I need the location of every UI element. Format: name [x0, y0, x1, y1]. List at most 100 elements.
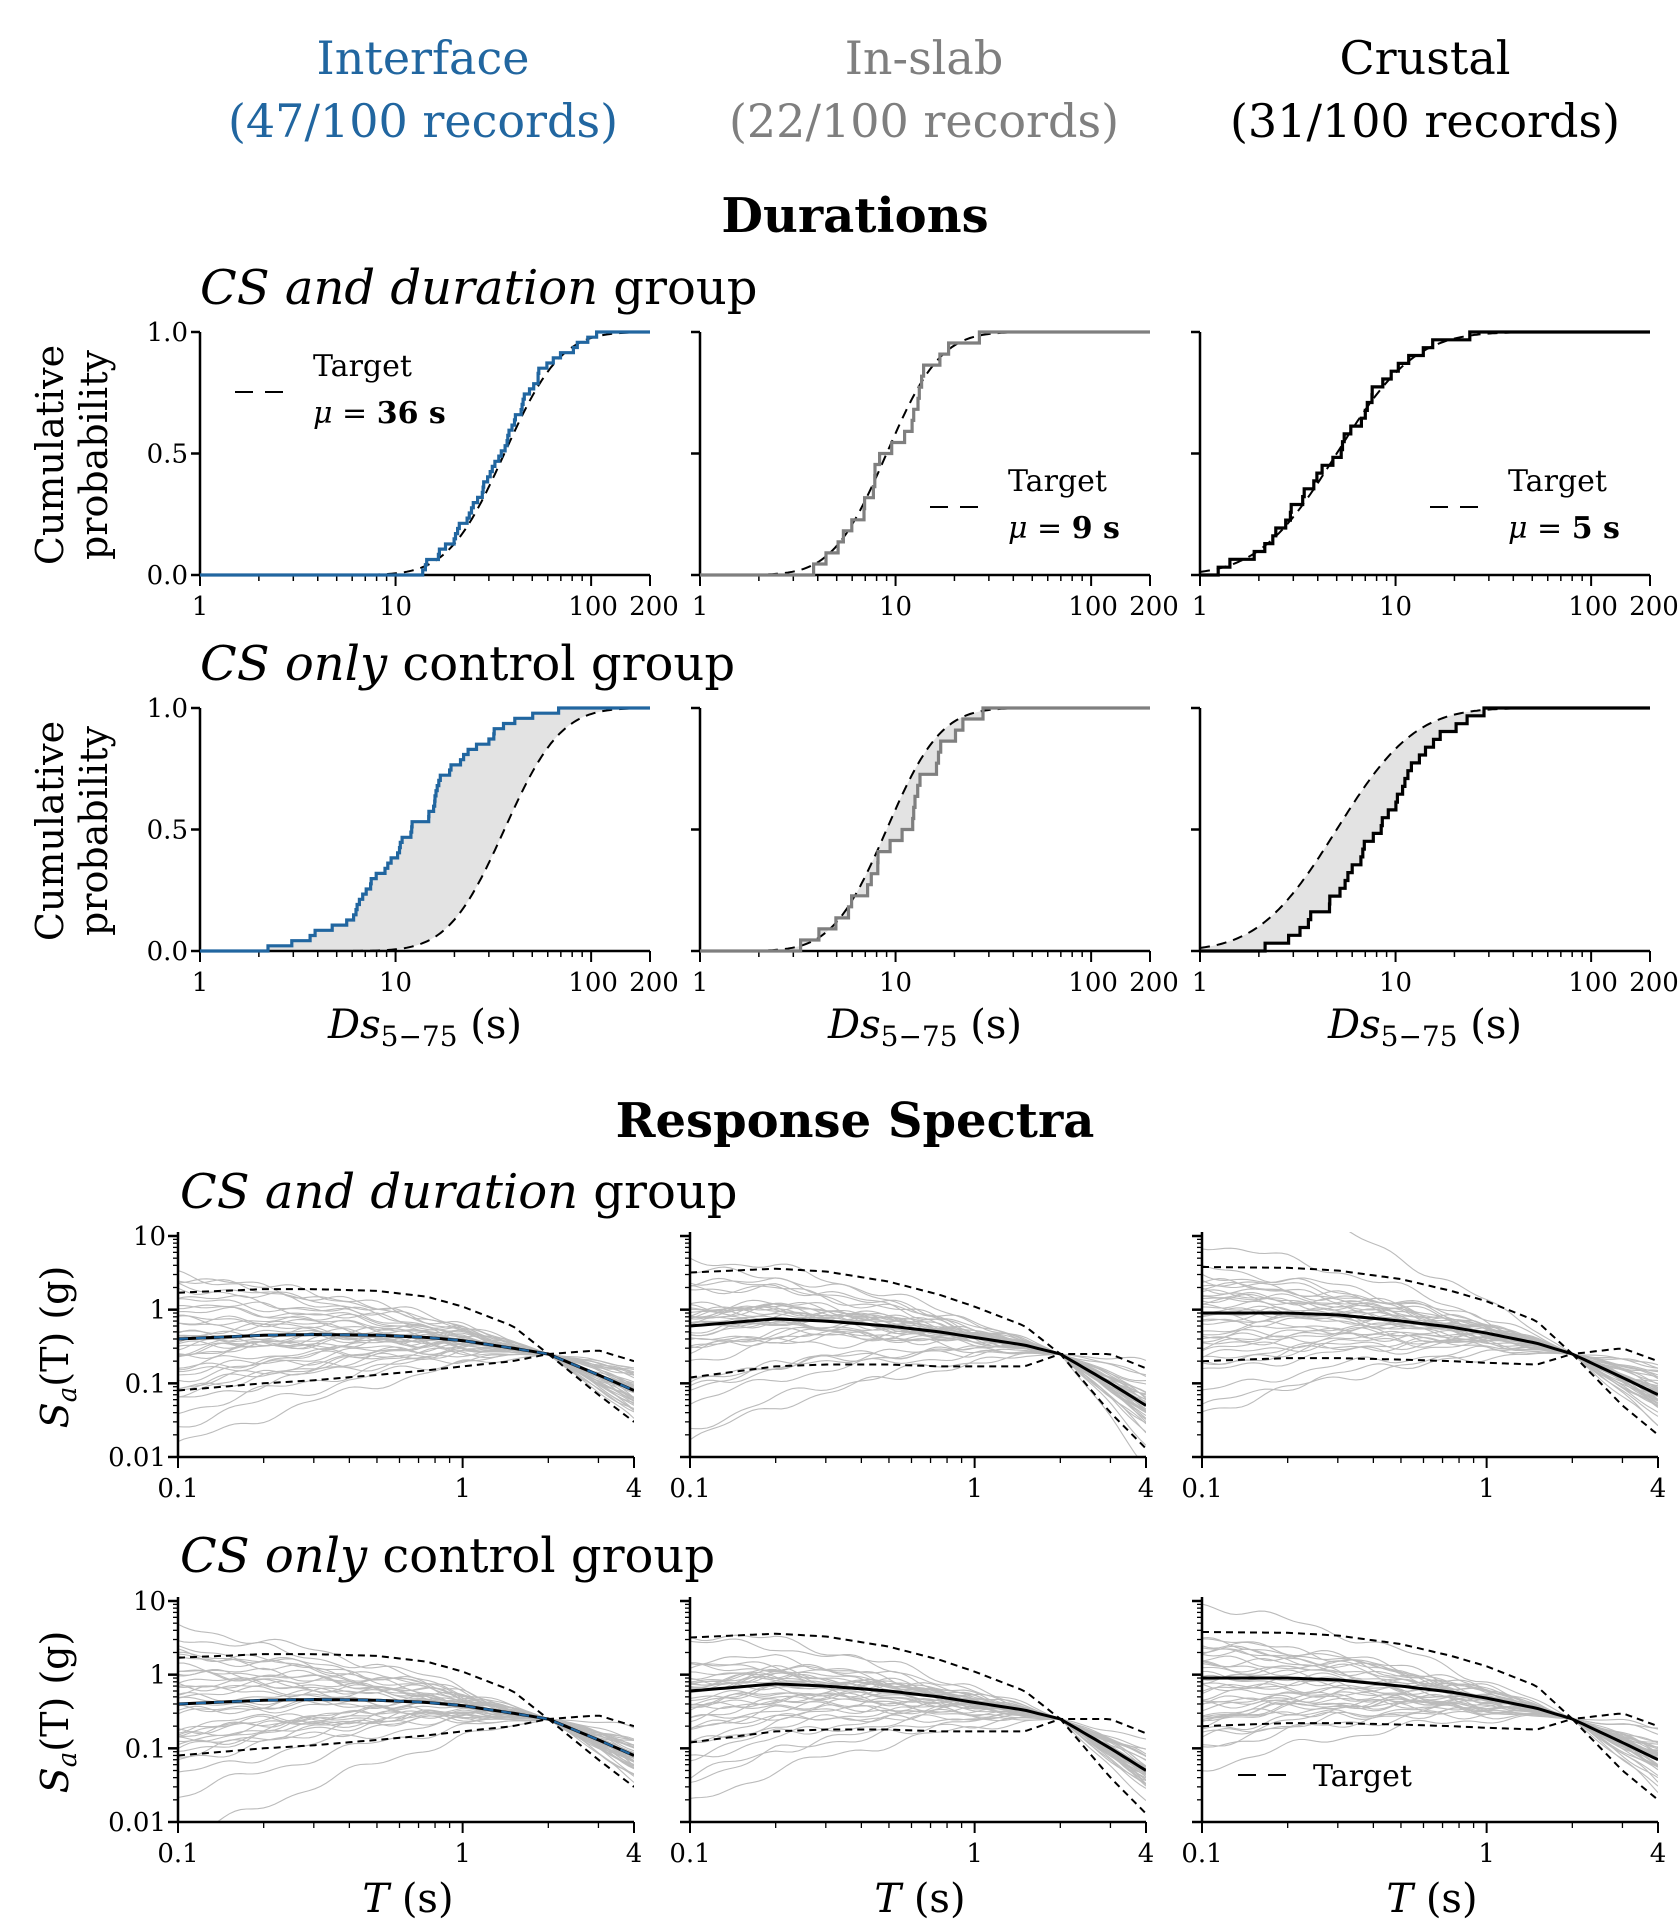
- mean-spectrum-line: [1202, 1676, 1658, 1762]
- legend: Target μ = 9 s: [930, 464, 1120, 546]
- x-tick-label: 0.1: [1181, 1474, 1222, 1504]
- record-spectrum-line: [1202, 1702, 1658, 1793]
- duration-panel-1-crustal: 1 10 100 200 Target μ = 5 s: [1191, 330, 1678, 622]
- legend: Target: [1238, 1759, 1412, 1794]
- x-tick-label: 4: [626, 1474, 643, 1504]
- spectra-plot-area: [178, 1269, 634, 1443]
- spectra-plot-area: [1202, 1232, 1658, 1436]
- record-spectrum-line: [690, 1712, 1146, 1774]
- spectra-panel-2-crustal: 0.1 1 4 Target: [1181, 1597, 1666, 1869]
- target-median-line: [178, 1698, 634, 1757]
- group-title-sa-cs-duration: CS and duration group: [180, 1164, 738, 1220]
- record-spectrum-line: [690, 1331, 1146, 1433]
- spectra-panel-1-inslab: 0.1 1 4: [669, 1232, 1154, 1504]
- selected-records-cdf-line: [1200, 330, 1650, 577]
- spectra-xlabel-inslab: T (s): [874, 1876, 965, 1921]
- y-tick-label: 0.01: [108, 1808, 166, 1838]
- spectra-xlabel-crustal: T (s): [1386, 1876, 1477, 1921]
- record-spectrum-line: [178, 1348, 634, 1390]
- spectra-panel-1-crustal: 0.1 1 4: [1181, 1232, 1666, 1504]
- target-lower-bound-line: [690, 1353, 1146, 1450]
- x-tick-label: 0.1: [157, 1474, 198, 1504]
- x-tick-label: 10: [879, 592, 912, 622]
- record-spectrum-line: [178, 1704, 634, 1763]
- legend-median-label: μ = 36 s: [313, 396, 446, 431]
- duration-panel-2-inslab: 1 10 100 200: [691, 706, 1179, 998]
- section-title-spectra: Response Spectra: [616, 1093, 1095, 1149]
- x-tick-label: 200: [629, 592, 679, 622]
- x-tick-label: 200: [1629, 968, 1678, 998]
- target-median-line: [178, 1333, 634, 1392]
- svg-text:probability: probability: [72, 726, 116, 936]
- legend-target-label: Target: [313, 349, 412, 384]
- legend-target-label: Target: [1008, 464, 1107, 499]
- record-spectrum-line: [178, 1279, 634, 1405]
- x-tick-label: 1: [454, 1839, 471, 1869]
- x-tick-label: 200: [629, 968, 679, 998]
- y-tick-label: 10: [133, 1587, 166, 1617]
- record-spectrum-line: [690, 1668, 1146, 1750]
- record-spectrum-line: [178, 1640, 634, 1741]
- record-spectrum-line: [690, 1353, 1146, 1441]
- x-tick-label: 10: [879, 968, 912, 998]
- spectra-xlabel-interface: T (s): [362, 1876, 453, 1921]
- column-records-interface: (47/100 records): [228, 94, 618, 148]
- x-tick-label: 100: [1068, 592, 1118, 622]
- x-tick-label: 10: [379, 592, 412, 622]
- record-spectrum-line: [1202, 1247, 1658, 1427]
- duration-xlabel-inslab: Ds5−75 (s): [827, 1002, 1022, 1053]
- group-title-dur-cs-duration: CS and duration group: [200, 260, 758, 316]
- target-lower-bound-line: [1202, 1718, 1658, 1801]
- target-upper-bound-line: [178, 1653, 634, 1728]
- x-tick-label: 1: [1478, 1839, 1495, 1869]
- y-tick-label: 0.5: [147, 440, 188, 470]
- mean-spectrum-line: [690, 1682, 1146, 1772]
- column-title-interface: Interface: [317, 31, 530, 85]
- selected-records-cdf-line: [700, 330, 1150, 577]
- target-upper-bound-line: [1202, 1631, 1658, 1728]
- selected-records-cdf-line: [200, 330, 650, 577]
- x-tick-label: 100: [568, 592, 618, 622]
- target-cdf-line: [200, 707, 650, 952]
- y-tick-label: 0.1: [125, 1734, 166, 1764]
- record-spectrum-line: [1202, 1331, 1658, 1376]
- legend: Target μ = 5 s: [1430, 464, 1620, 546]
- record-spectrum-line: [1202, 1281, 1658, 1408]
- record-spectrum-line: [690, 1338, 1146, 1424]
- duration-xlabel-interface: Ds5−75 (s): [327, 1002, 522, 1053]
- record-spectrum-line: [178, 1670, 634, 1783]
- target-upper-bound-line: [178, 1288, 634, 1363]
- selected-records-cdf-line: [700, 706, 1150, 953]
- group-title-dur-cs-only: CS only control group: [200, 636, 735, 692]
- x-tick-label: 0.1: [1181, 1839, 1222, 1869]
- x-tick-label: 1: [192, 592, 209, 622]
- x-tick-label: 10: [1379, 968, 1412, 998]
- x-tick-label: 100: [1568, 968, 1618, 998]
- spectra-plot-area: [178, 1623, 634, 1822]
- record-spectrum-line: [178, 1269, 634, 1374]
- x-tick-label: 4: [1650, 1839, 1667, 1869]
- y-tick-label: 1: [149, 1296, 166, 1326]
- x-tick-label: 1: [966, 1474, 983, 1504]
- x-tick-label: 4: [1138, 1474, 1155, 1504]
- legend-target-label: Target: [1313, 1759, 1412, 1794]
- spectra-panel-2-inslab: 0.1 1 4: [669, 1597, 1154, 1869]
- y-tick-label: 1.0: [147, 694, 188, 724]
- record-spectrum-line: [1202, 1273, 1658, 1407]
- x-tick-label: 100: [568, 968, 618, 998]
- record-spectrum-line: [178, 1347, 634, 1390]
- column-title-crustal: Crustal: [1339, 31, 1510, 85]
- y-tick-label: 10: [133, 1222, 166, 1252]
- duration-panel-2-interface: 0.0 0.5 1.0 1 10 100 200: [147, 694, 679, 998]
- target-upper-bound-line: [690, 1267, 1146, 1370]
- mean-spectrum-line: [690, 1317, 1146, 1407]
- svg-text:Cumulative: Cumulative: [28, 721, 72, 941]
- duration-ylabel-row1: Cumulative probability: [28, 345, 116, 565]
- target-lower-bound-line: [690, 1718, 1146, 1815]
- record-spectrum-line: [690, 1702, 1146, 1740]
- x-tick-label: 10: [1379, 592, 1412, 622]
- record-spectrum-line: [1202, 1683, 1658, 1735]
- spectra-ylabel-row2: Sa(T) (g): [33, 1631, 83, 1794]
- record-spectrum-line: [690, 1319, 1146, 1398]
